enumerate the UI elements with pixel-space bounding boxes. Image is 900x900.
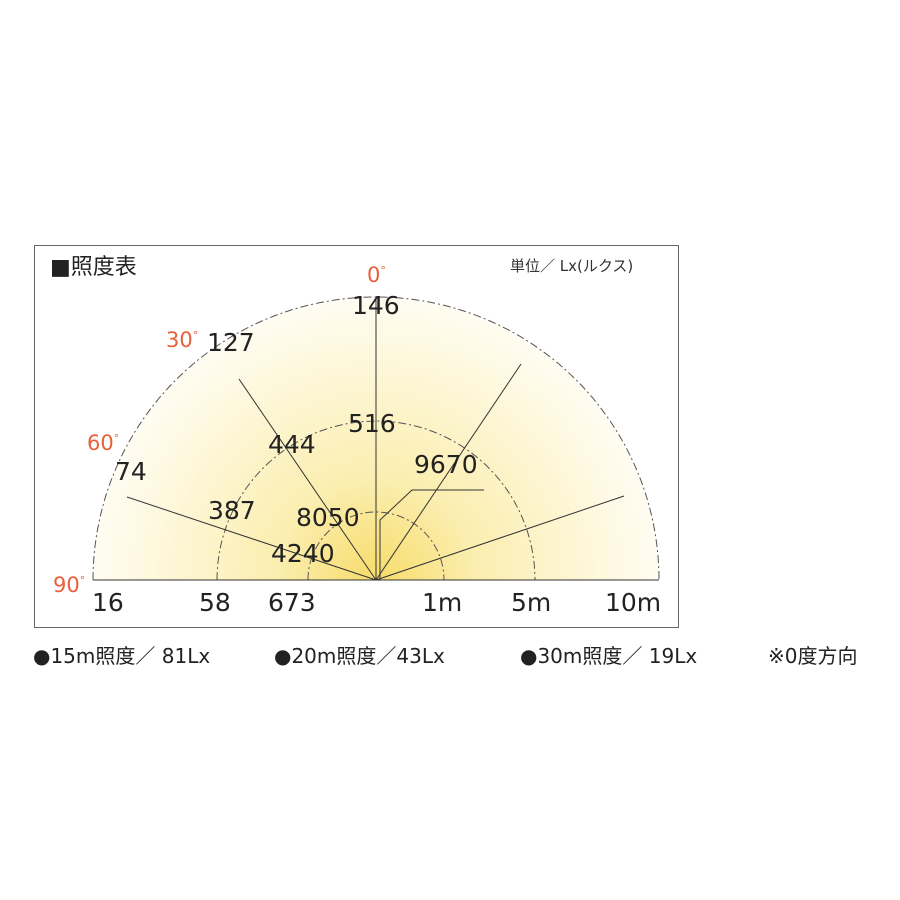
- value-8050: 8050: [296, 503, 360, 532]
- unit-label: 単位／ Lx(ルクス): [510, 257, 634, 275]
- value-74: 74: [115, 457, 147, 486]
- value-444: 444: [268, 430, 316, 459]
- ray-left-60: [126, 496, 377, 581]
- footer-15m: ●15m照度／ 81Lx: [33, 644, 211, 668]
- angle-30-label: 30°: [166, 328, 199, 352]
- value-58: 58: [199, 588, 231, 617]
- value-387: 387: [208, 496, 256, 525]
- chart-title: ■照度表: [50, 255, 137, 280]
- value-16: 16: [92, 588, 124, 617]
- value-127: 127: [207, 328, 255, 357]
- value-4240: 4240: [271, 539, 335, 568]
- arc-1m: [307, 511, 445, 581]
- ray-right-30: [375, 363, 522, 581]
- angle-60-label: 60°: [87, 431, 120, 455]
- value-673: 673: [268, 588, 316, 617]
- value-516: 516: [348, 409, 396, 438]
- angle-0-label: 0°: [367, 263, 386, 287]
- footer-note: ※0度方向: [768, 644, 858, 668]
- arc-5m: [216, 420, 536, 581]
- footer-30m: ●30m照度／ 19Lx: [520, 644, 698, 668]
- distance-10m: 10m: [605, 588, 662, 617]
- ray-right-60: [375, 495, 625, 581]
- distance-5m: 5m: [511, 588, 552, 617]
- footer-20m: ●20m照度／43Lx: [274, 644, 445, 668]
- value-146: 146: [352, 291, 400, 320]
- diagram-frame: [34, 245, 679, 628]
- leader-9670: [379, 489, 484, 580]
- distance-1m: 1m: [422, 588, 463, 617]
- value-9670: 9670: [414, 450, 478, 479]
- ray-left-30: [238, 378, 377, 581]
- angle-90-label: 90°: [53, 573, 86, 597]
